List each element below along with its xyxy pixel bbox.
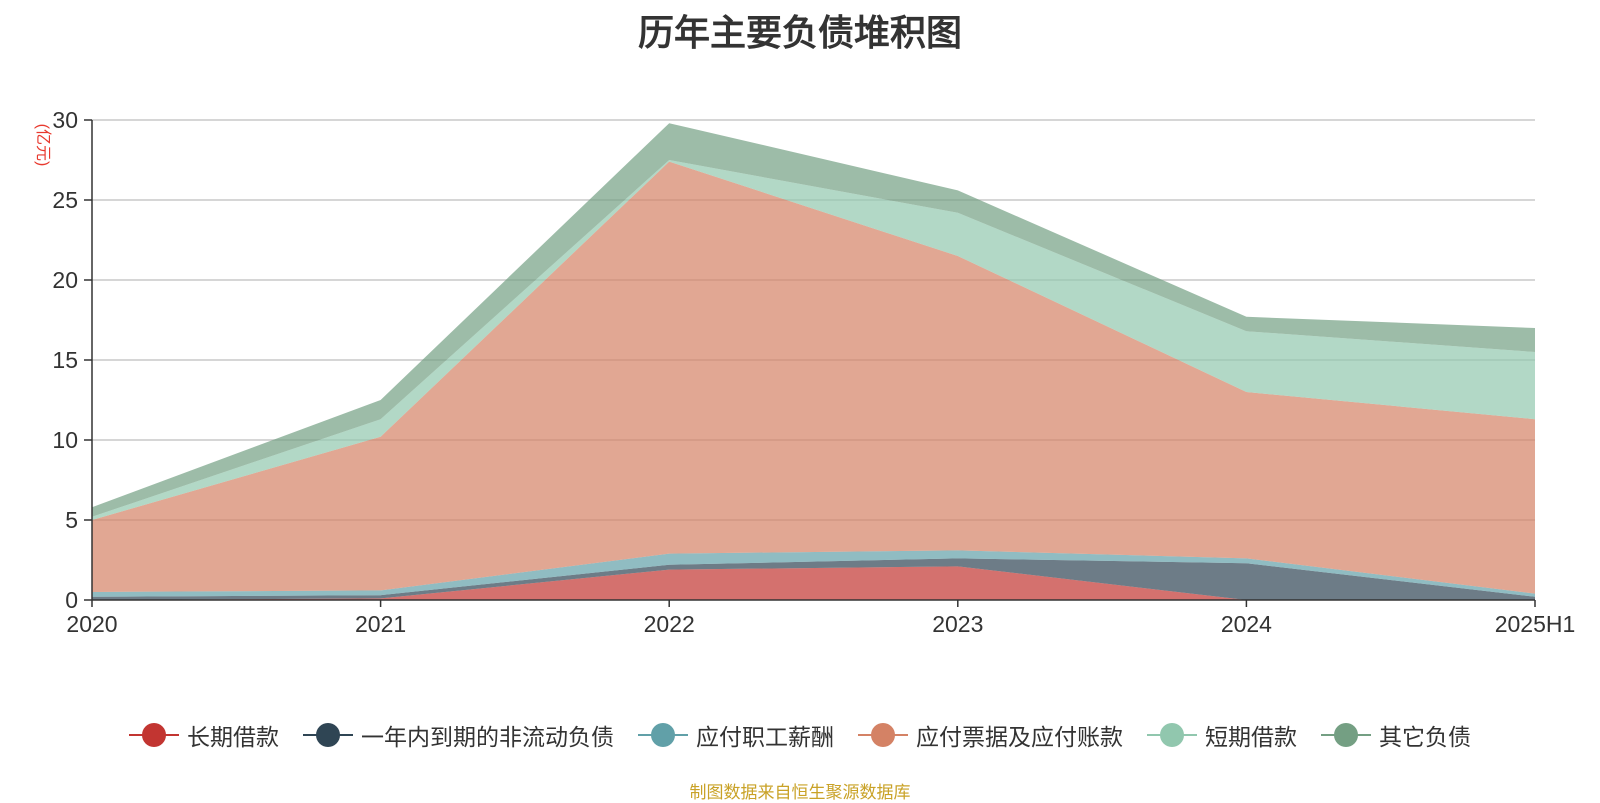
y-axis-label: (亿元) xyxy=(34,124,52,167)
legend-label: 一年内到期的非流动负债 xyxy=(361,725,614,751)
legend-marker-icon xyxy=(1147,722,1197,748)
y-tick-label: 20 xyxy=(52,267,78,293)
legend-label: 其它负债 xyxy=(1379,725,1471,751)
legend: 长期借款 一年内到期的非流动负债 应付职工薪酬 应付票据及应付账款 短期借款 其它负债 xyxy=(0,718,1600,752)
legend-item[interactable]: 一年内到期的非流动负债 xyxy=(303,718,614,752)
y-tick-label: 25 xyxy=(52,187,78,213)
legend-item[interactable]: 应付票据及应付账款 xyxy=(858,718,1123,752)
source-note: 制图数据来自恒生聚源数据库 xyxy=(689,783,911,803)
legend-marker-icon xyxy=(129,722,179,748)
legend-marker-icon xyxy=(858,722,908,748)
legend-label: 短期借款 xyxy=(1205,725,1297,751)
legend-marker-icon xyxy=(1321,722,1371,748)
y-tick-label: 0 xyxy=(65,587,78,613)
area-series-0[interactable] xyxy=(92,566,1535,600)
area-series-5[interactable] xyxy=(92,123,1535,517)
x-tick-label: 2024 xyxy=(1221,611,1272,637)
y-tick-label: 30 xyxy=(52,107,78,133)
chart-title: 历年主要负债堆积图 xyxy=(637,13,962,54)
area-series-2[interactable] xyxy=(92,550,1535,597)
tick-labels: 0 5 10 15 20 25 30 2020 2021 2022 2023 2024 2025H1 xyxy=(52,107,1575,637)
axes xyxy=(84,119,1536,607)
area-series-4[interactable] xyxy=(92,160,1535,520)
legend-item[interactable]: 长期借款 xyxy=(129,718,279,752)
legend-item[interactable]: 其它负债 xyxy=(1321,718,1471,752)
y-tick-label: 10 xyxy=(52,427,78,453)
area-series-3[interactable] xyxy=(92,161,1535,594)
legend-marker-icon xyxy=(303,722,353,748)
y-tick-label: 15 xyxy=(52,347,78,373)
area-series xyxy=(92,123,1535,600)
y-tick-label: 5 xyxy=(65,507,78,533)
legend-label: 应付票据及应付账款 xyxy=(916,725,1123,751)
legend-label: 应付职工薪酬 xyxy=(696,725,834,751)
legend-marker-icon xyxy=(638,722,688,748)
x-tick-label: 2020 xyxy=(66,611,117,637)
legend-item[interactable]: 应付职工薪酬 xyxy=(638,718,834,752)
legend-label: 长期借款 xyxy=(187,725,279,751)
area-series-1[interactable] xyxy=(92,558,1535,600)
x-tick-label: 2025H1 xyxy=(1495,611,1576,637)
legend-item[interactable]: 短期借款 xyxy=(1147,718,1297,752)
x-tick-label: 2021 xyxy=(355,611,406,637)
x-tick-label: 2023 xyxy=(932,611,983,637)
x-tick-label: 2022 xyxy=(644,611,695,637)
